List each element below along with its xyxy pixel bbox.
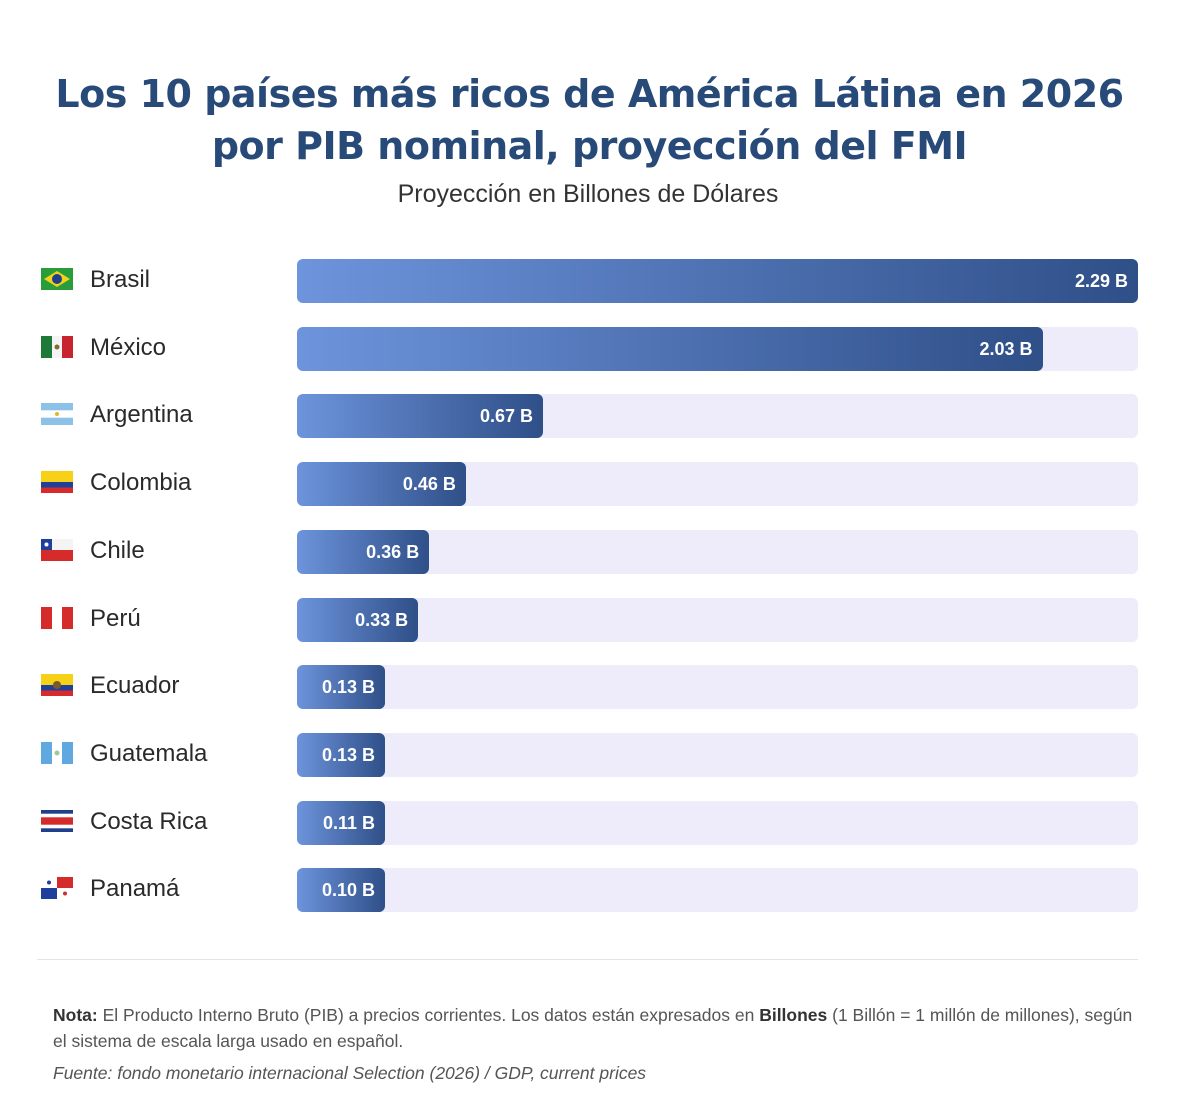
bar-row: Chile 0.36 B bbox=[0, 529, 1179, 575]
mexico-flag-icon bbox=[41, 336, 73, 358]
bar-track: 0.36 B bbox=[297, 530, 1138, 574]
category-label: Brasil bbox=[90, 266, 151, 293]
bar-track: 0.11 B bbox=[297, 801, 1138, 845]
category-label: Panamá bbox=[90, 875, 180, 902]
chart-title-line-1: Los 10 países más ricos de América Látin… bbox=[55, 72, 1124, 116]
note-bold: Billones bbox=[759, 1005, 828, 1025]
note-label: Nota: bbox=[53, 1005, 98, 1025]
bar: 0.10 B bbox=[297, 868, 385, 912]
bar: 0.33 B bbox=[297, 598, 419, 642]
footer-source: Fuente: fondo monetario internacional Se… bbox=[53, 1063, 647, 1083]
guatemala-flag-icon bbox=[41, 742, 73, 764]
category-label: Costa Rica bbox=[90, 808, 208, 835]
category-label: Argentina bbox=[90, 401, 193, 428]
ecuador-flag-icon bbox=[41, 674, 73, 696]
category-label: México bbox=[90, 334, 167, 361]
category-label: Chile bbox=[90, 537, 145, 564]
bar-row: Panamá 0.10 B bbox=[0, 867, 1179, 913]
data-label: 0.36 B bbox=[366, 542, 420, 562]
bar: 0.13 B bbox=[297, 733, 385, 777]
bar-row: Brasil 2.29 B bbox=[0, 258, 1179, 304]
bar-row: Costa Rica 0.11 B bbox=[0, 800, 1179, 846]
data-label: 0.13 B bbox=[321, 677, 375, 697]
bar-row: Argentina 0.67 B bbox=[0, 393, 1179, 439]
data-label: 0.33 B bbox=[355, 610, 409, 630]
bar: 0.36 B bbox=[297, 530, 430, 574]
bar: 0.11 B bbox=[297, 801, 385, 845]
costa-rica-flag-icon bbox=[41, 810, 73, 832]
data-label: 0.13 B bbox=[321, 745, 375, 765]
category-label: Guatemala bbox=[90, 740, 208, 767]
bar-track: 2.29 B bbox=[297, 259, 1138, 303]
bar-row: Colombia 0.46 B bbox=[0, 461, 1179, 507]
footer-note: Nota: El Producto Interno Bruto (PIB) a … bbox=[53, 1002, 1143, 1054]
data-label: 0.11 B bbox=[322, 813, 375, 833]
bar-track: 0.13 B bbox=[297, 665, 1138, 709]
bar-row: México 2.03 B bbox=[0, 326, 1179, 372]
bar-track: 0.67 B bbox=[297, 394, 1138, 438]
bar-row: Guatemala 0.13 B bbox=[0, 732, 1179, 778]
bar: 2.29 B bbox=[297, 259, 1138, 303]
bar: 0.13 B bbox=[297, 665, 385, 709]
note-text-1: El Producto Interno Bruto (PIB) a precio… bbox=[97, 1005, 760, 1025]
category-label: Ecuador bbox=[90, 672, 180, 699]
note-text-2: (1 Billón = 1 millón de millones), según… bbox=[53, 1005, 1133, 1051]
bar: 0.46 B bbox=[297, 462, 466, 506]
peru-flag-icon bbox=[41, 607, 73, 629]
bar: 2.03 B bbox=[297, 327, 1043, 371]
argentina-flag-icon bbox=[41, 403, 73, 425]
chile-flag-icon bbox=[41, 539, 73, 561]
chart-title: Los 10 países más ricos de América Látin… bbox=[0, 68, 1179, 172]
bar-track: 0.33 B bbox=[297, 598, 1138, 642]
bar-track: 0.13 B bbox=[297, 733, 1138, 777]
panama-flag-icon bbox=[41, 877, 73, 899]
data-label: 0.46 B bbox=[402, 474, 456, 494]
chart-title-line-2: por PIB nominal, proyección del FMI bbox=[211, 124, 968, 168]
category-label: Colombia bbox=[90, 469, 192, 496]
data-label: 2.29 B bbox=[1074, 271, 1128, 291]
bar: 0.67 B bbox=[297, 394, 544, 438]
data-label: 0.67 B bbox=[480, 406, 534, 426]
bar-track: 2.03 B bbox=[297, 327, 1138, 371]
bar-track: 0.10 B bbox=[297, 868, 1138, 912]
colombia-flag-icon bbox=[41, 471, 73, 493]
category-label: Perú bbox=[90, 605, 141, 632]
brazil-flag-icon bbox=[41, 268, 73, 290]
bar-track: 0.46 B bbox=[297, 462, 1138, 506]
data-label: 2.03 B bbox=[979, 339, 1033, 359]
chart-subtitle: Proyección en Billones de Dólares bbox=[397, 180, 779, 208]
footer-divider bbox=[37, 959, 1138, 960]
data-label: 0.10 B bbox=[321, 880, 375, 900]
bar-row: Perú 0.33 B bbox=[0, 597, 1179, 643]
bar-row: Ecuador 0.13 B bbox=[0, 664, 1179, 710]
